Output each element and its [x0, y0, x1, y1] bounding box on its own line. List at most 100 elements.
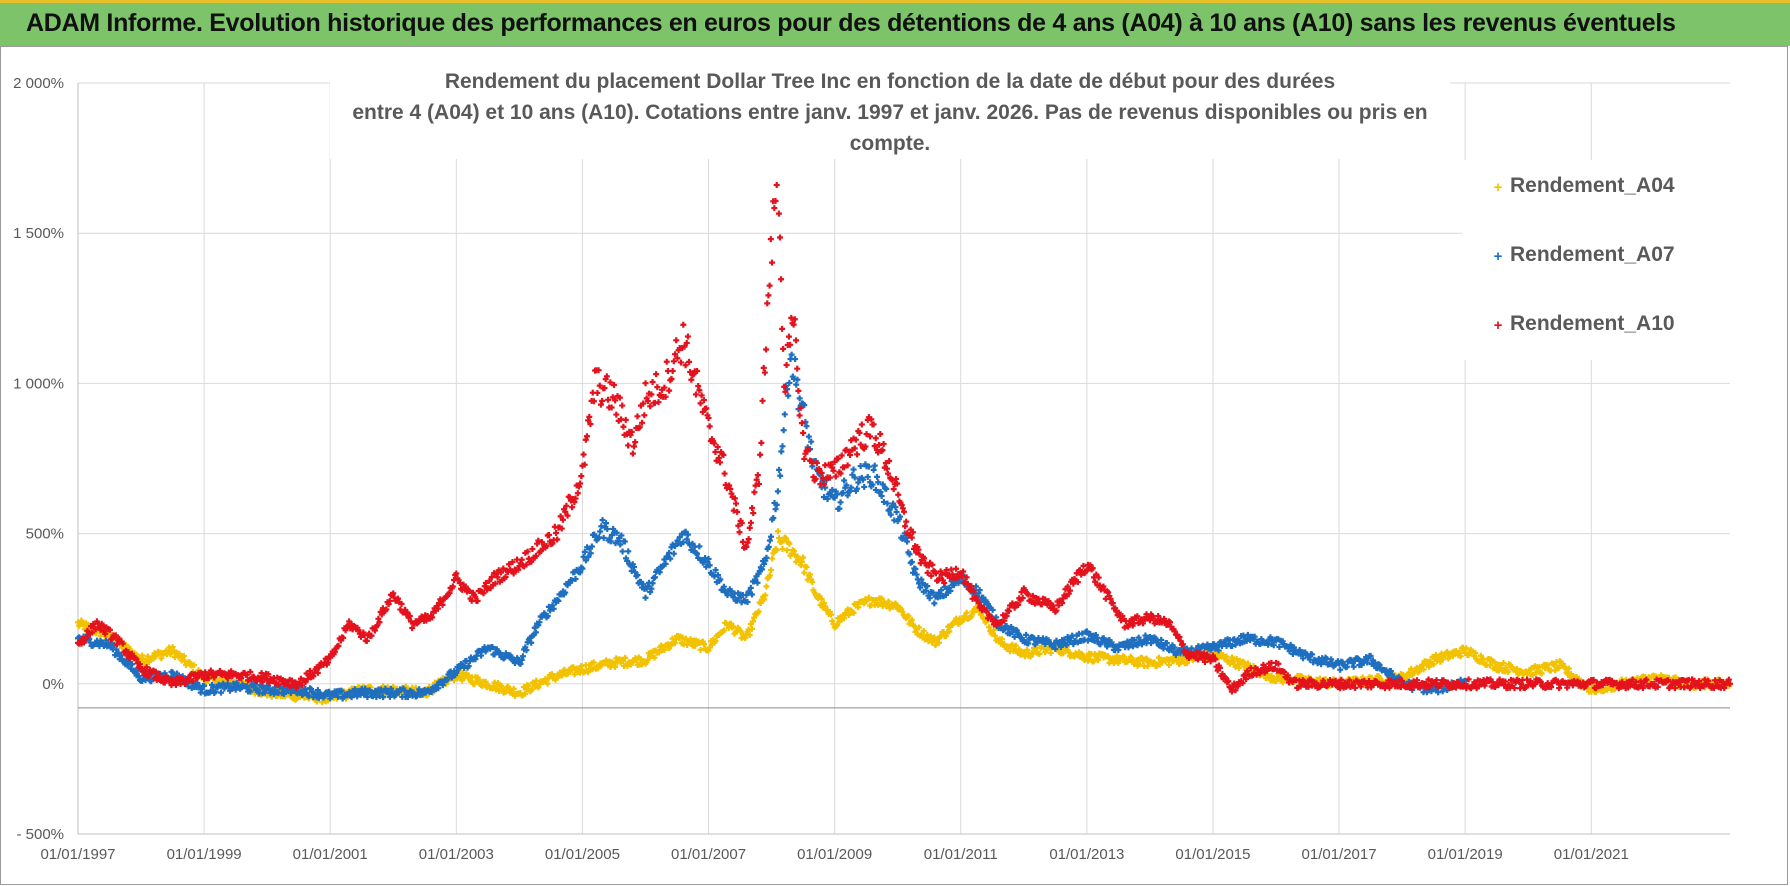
data-point-Rendement_A10	[1590, 676, 1597, 683]
data-point-Rendement_A04	[928, 639, 935, 646]
data-point-Rendement_A07	[904, 538, 911, 545]
data-point-Rendement_A04	[1426, 663, 1433, 670]
data-point-Rendement_A10	[674, 355, 681, 362]
data-point-Rendement_A07	[217, 689, 224, 696]
data-point-Rendement_A07	[938, 587, 945, 594]
data-point-Rendement_A10	[314, 669, 321, 676]
data-point-Rendement_A10	[584, 433, 591, 440]
data-point-Rendement_A04	[762, 592, 769, 599]
data-point-Rendement_A10	[747, 519, 754, 526]
data-point-Rendement_A10	[863, 431, 870, 438]
data-point-Rendement_A10	[80, 639, 87, 646]
data-point-Rendement_A07	[598, 523, 605, 530]
data-point-Rendement_A10	[578, 473, 585, 480]
data-point-Rendement_A10	[616, 394, 623, 401]
data-point-Rendement_A04	[496, 688, 503, 695]
data-point-Rendement_A10	[681, 343, 688, 350]
data-point-Rendement_A10	[1537, 678, 1544, 685]
data-point-Rendement_A07	[730, 594, 737, 601]
data-point-Rendement_A10	[813, 459, 820, 466]
data-point-Rendement_A10	[1444, 679, 1451, 686]
data-point-Rendement_A04	[720, 627, 727, 634]
data-point-Rendement_A04	[712, 637, 719, 644]
data-point-Rendement_A04	[841, 615, 848, 622]
data-point-Rendement_A10	[493, 570, 500, 577]
data-point-Rendement_A10	[502, 573, 509, 580]
data-point-Rendement_A04	[797, 562, 804, 569]
data-point-Rendement_A10	[796, 412, 803, 419]
data-point-Rendement_A07	[871, 462, 878, 469]
y-tick-label: - 500%	[16, 826, 64, 843]
data-point-Rendement_A10	[1651, 681, 1658, 688]
data-point-Rendement_A04	[1012, 642, 1019, 649]
data-point-Rendement_A07	[380, 694, 387, 701]
data-point-Rendement_A07	[1115, 647, 1122, 654]
data-point-Rendement_A04	[523, 686, 530, 693]
data-point-Rendement_A10	[1180, 641, 1187, 648]
data-point-Rendement_A10	[700, 397, 707, 404]
data-point-Rendement_A04	[1368, 674, 1375, 681]
data-point-Rendement_A10	[563, 502, 570, 509]
data-point-Rendement_A10	[761, 369, 768, 376]
data-point-Rendement_A07	[619, 548, 626, 555]
data-point-Rendement_A07	[930, 589, 937, 596]
chart-title-line-2: entre 4 (A04) et 10 ans (A10). Cotations…	[352, 101, 1428, 155]
data-point-Rendement_A10	[720, 452, 727, 459]
data-point-Rendement_A04	[809, 579, 816, 586]
data-point-Rendement_A10	[587, 421, 594, 428]
data-point-Rendement_A10	[682, 362, 689, 369]
data-point-Rendement_A10	[964, 581, 971, 588]
data-point-Rendement_A10	[434, 605, 441, 612]
data-point-Rendement_A07	[792, 356, 799, 363]
data-point-Rendement_A10	[89, 629, 96, 636]
data-point-Rendement_A10	[794, 365, 801, 372]
data-point-Rendement_A10	[1281, 668, 1288, 675]
data-point-Rendement_A04	[1408, 665, 1415, 672]
data-point-Rendement_A07	[1343, 663, 1350, 670]
data-point-Rendement_A10	[581, 461, 588, 468]
data-point-Rendement_A10	[714, 444, 721, 451]
data-point-Rendement_A10	[744, 539, 751, 546]
data-point-Rendement_A07	[1148, 640, 1155, 647]
data-point-Rendement_A07	[714, 572, 721, 579]
data-point-Rendement_A10	[1313, 680, 1320, 687]
data-point-Rendement_A07	[908, 558, 915, 565]
data-point-Rendement_A10	[1059, 600, 1066, 607]
data-point-Rendement_A07	[793, 381, 800, 388]
data-point-Rendement_A07	[1367, 653, 1374, 660]
data-point-Rendement_A07	[1337, 666, 1344, 673]
data-point-Rendement_A10	[754, 472, 761, 479]
data-point-Rendement_A10	[1304, 680, 1311, 687]
data-point-Rendement_A04	[1024, 646, 1031, 653]
data-point-Rendement_A04	[1036, 650, 1043, 657]
data-point-Rendement_A10	[672, 351, 679, 358]
data-point-Rendement_A07	[1093, 634, 1100, 641]
data-point-Rendement_A07	[1309, 651, 1316, 658]
data-point-Rendement_A10	[390, 590, 397, 597]
data-point-Rendement_A07	[839, 489, 846, 496]
data-point-Rendement_A10	[783, 361, 790, 368]
data-point-Rendement_A10	[595, 367, 602, 374]
data-point-Rendement_A07	[1372, 659, 1379, 666]
data-point-Rendement_A10	[228, 668, 235, 675]
data-point-Rendement_A10	[1671, 685, 1678, 692]
data-point-Rendement_A10	[711, 440, 718, 447]
data-point-Rendement_A10	[612, 397, 619, 404]
data-point-Rendement_A07	[569, 577, 576, 584]
data-point-Rendement_A07	[489, 643, 496, 650]
data-point-Rendement_A10	[743, 543, 750, 550]
data-point-Rendement_A10	[1721, 685, 1728, 692]
data-point-Rendement_A04	[1223, 653, 1230, 660]
data-point-Rendement_A10	[564, 512, 571, 519]
data-point-Rendement_A10	[406, 612, 413, 619]
data-point-Rendement_A04	[475, 676, 482, 683]
data-point-Rendement_A10	[386, 597, 393, 604]
data-point-Rendement_A10	[355, 627, 362, 634]
data-point-Rendement_A10	[1171, 628, 1178, 635]
data-point-Rendement_A04	[1144, 663, 1151, 670]
data-point-Rendement_A10	[119, 640, 126, 647]
data-point-Rendement_A10	[439, 601, 446, 608]
data-point-Rendement_A10	[1217, 664, 1224, 671]
data-point-Rendement_A10	[562, 508, 569, 515]
